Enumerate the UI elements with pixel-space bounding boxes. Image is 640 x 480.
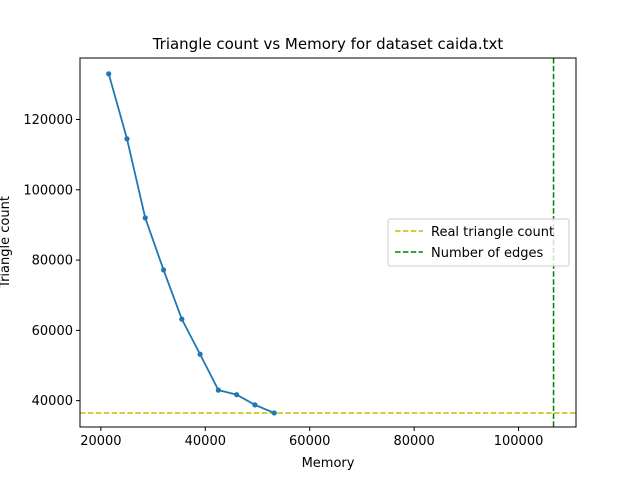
y-tick-label: 80000 bbox=[32, 254, 73, 269]
legend-entry-number-of-edges: Number of edges bbox=[431, 246, 544, 261]
legend-box bbox=[387, 218, 570, 267]
x-tick-label: 80000 bbox=[393, 434, 434, 449]
data-point bbox=[142, 215, 148, 221]
data-point bbox=[271, 410, 277, 416]
chart-title: Triangle count vs Memory for dataset cai… bbox=[152, 35, 504, 53]
y-tick-label: 100000 bbox=[23, 183, 73, 198]
legend: Real triangle count Number of edges bbox=[387, 218, 570, 267]
series-line-0 bbox=[107, 73, 275, 414]
plot-frame bbox=[79, 57, 577, 428]
y-tick-label: 60000 bbox=[32, 324, 73, 339]
data-point bbox=[234, 392, 240, 398]
y-axis-label: Triangle count bbox=[0, 196, 13, 289]
y-tick-label: 120000 bbox=[23, 113, 73, 128]
data-point bbox=[215, 387, 221, 393]
data-point bbox=[124, 136, 130, 142]
x-axis-label: Memory bbox=[302, 456, 355, 471]
data-point bbox=[179, 316, 185, 322]
x-tick-label: 40000 bbox=[185, 434, 226, 449]
ticks-layer: 20000 40000 60000 80000 100000 40000 60000 8000… bbox=[23, 113, 543, 449]
data-point bbox=[197, 351, 203, 357]
legend-entry-real-triangle-count: Real triangle count bbox=[431, 225, 554, 240]
data-point bbox=[160, 267, 167, 273]
data-point bbox=[106, 71, 112, 77]
data-point bbox=[252, 402, 258, 408]
x-tick-label: 60000 bbox=[289, 434, 330, 449]
x-tick-label: 100000 bbox=[494, 434, 544, 449]
x-tick-label: 20000 bbox=[80, 434, 121, 449]
y-tick-label: 40000 bbox=[32, 394, 73, 409]
